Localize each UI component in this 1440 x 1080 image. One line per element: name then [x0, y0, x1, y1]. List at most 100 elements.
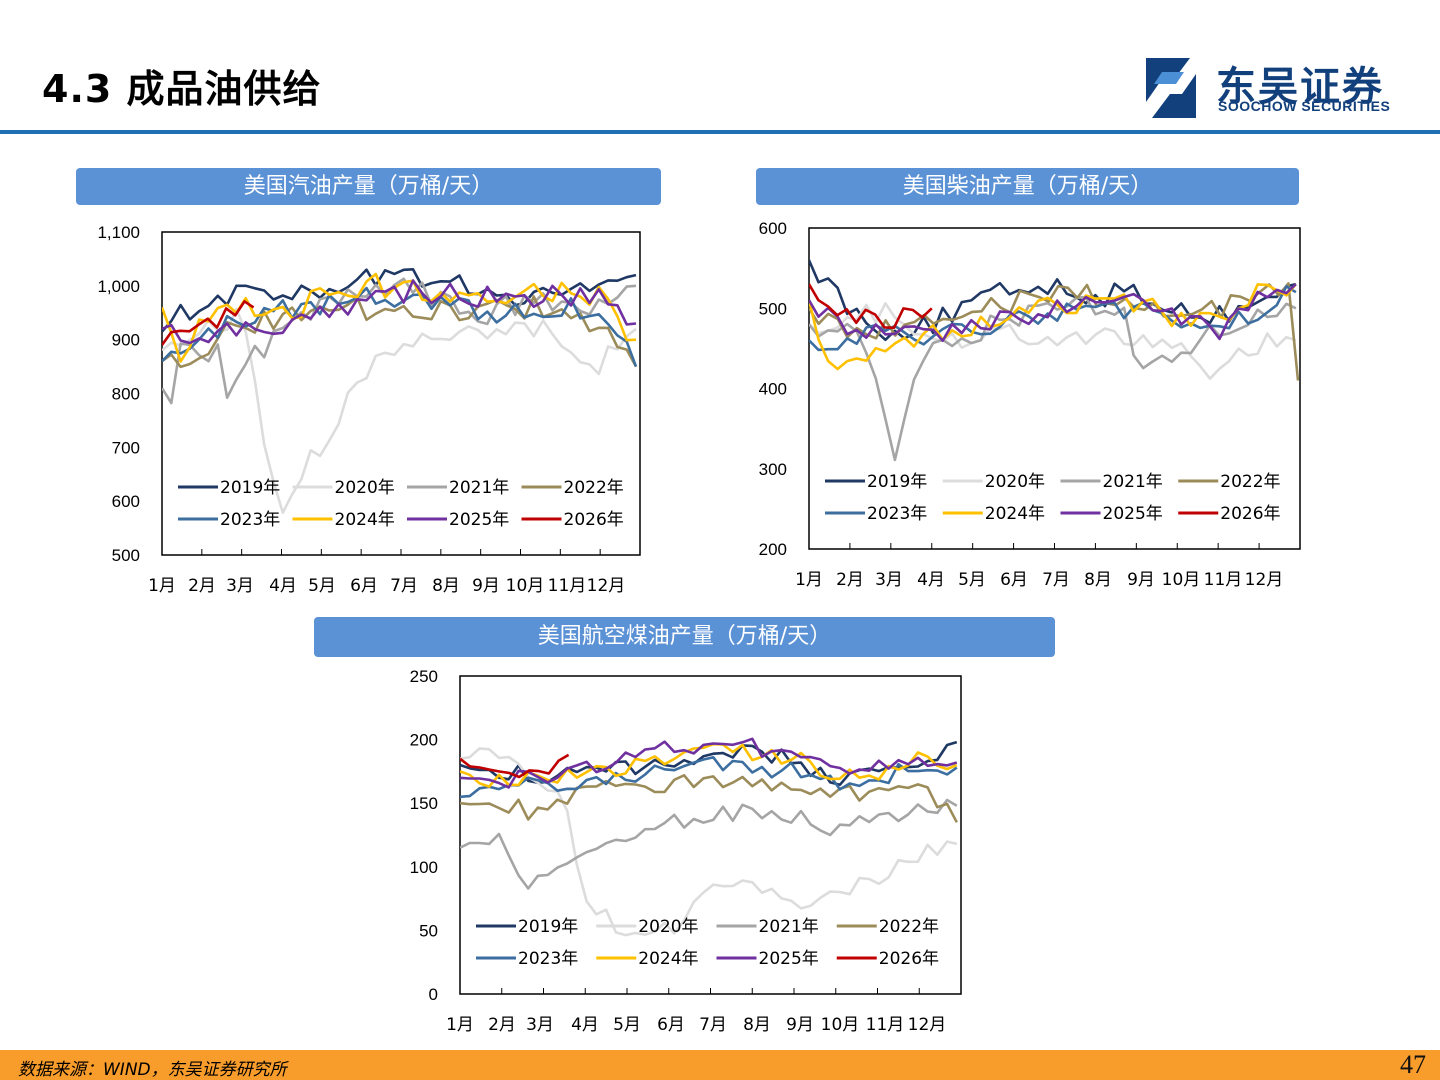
legend-label: 2023年 — [867, 504, 927, 524]
series-line-2025 — [162, 279, 637, 345]
x-tick-label: 1月 — [795, 570, 823, 590]
series-line-2020 — [162, 307, 637, 514]
header-divider — [0, 130, 1440, 134]
y-tick-label: 150 — [410, 794, 438, 813]
legend-label: 2026年 — [879, 949, 939, 969]
x-tick-label: 8月 — [743, 1015, 771, 1035]
x-tick-label: 10月 — [821, 1015, 860, 1035]
source-note: 数据来源：WIND，东吴证券研究所 — [18, 1060, 287, 1080]
gasoline-chart-header: 美国汽油产量（万桶/天） — [76, 168, 661, 205]
x-tick-label: 6月 — [1000, 570, 1028, 590]
series-line-2021 — [460, 798, 958, 890]
series-group — [162, 267, 638, 514]
y-tick-label: 100 — [410, 858, 438, 877]
legend-label: 2023年 — [518, 949, 578, 969]
legend-label: 2025年 — [1103, 504, 1163, 524]
page-number: 47 — [1400, 1050, 1426, 1079]
legend-label: 2023年 — [220, 510, 280, 530]
y-tick-label: 300 — [759, 460, 787, 479]
brand-logo: 东吴证券 SOOCHOW SECURITIES — [1132, 58, 1422, 118]
series-group — [809, 259, 1300, 462]
y-tick-label: 200 — [759, 540, 787, 559]
x-tick-label: 11月 — [1204, 570, 1243, 590]
page-title: 4.3 成品油供给 — [42, 67, 322, 111]
legend-label: 2019年 — [518, 917, 578, 937]
legend-label: 2024年 — [985, 504, 1045, 524]
gasoline-chart: 500 600 700 800 900 1,000 1,100 1月 2月 3月 4月 5月 6月 7月 8… — [97, 223, 641, 596]
series-line-2023 — [460, 756, 958, 799]
x-tick-label: 12月 — [587, 576, 626, 596]
legend-label: 2022年 — [564, 478, 624, 498]
plot-frame — [808, 227, 1301, 550]
series-line-2024 — [460, 742, 958, 788]
x-tick-label: 3月 — [526, 1015, 554, 1035]
soochow-logo-icon — [1146, 58, 1196, 118]
legend-label: 2025年 — [449, 510, 509, 530]
jet-chart-header: 美国航空煤油产量（万桶/天） — [314, 617, 1055, 657]
jet-chart: 0 50 100 150 200 250 1月 2月 3月 4月 5月 6月 7月 8月 9月 10月 11月 1… — [410, 667, 962, 1035]
x-tick-label: 9月 — [472, 576, 500, 596]
legend-label: 2019年 — [867, 472, 927, 492]
legend-label: 2019年 — [220, 478, 280, 498]
x-tick-label: 4月 — [269, 576, 297, 596]
x-tick-label: 11月 — [866, 1015, 905, 1035]
x-tick-label: 1月 — [148, 576, 176, 596]
legend-label: 2022年 — [879, 917, 939, 937]
x-tick-label: 1月 — [446, 1015, 474, 1035]
y-tick-label: 1,000 — [97, 277, 140, 296]
y-tick-label: 900 — [112, 331, 140, 350]
series-line-2020 — [809, 302, 1297, 380]
x-tick-label: 10月 — [1162, 570, 1201, 590]
x-tick-label: 4月 — [917, 570, 945, 590]
diesel-chart-header: 美国柴油产量（万桶/天） — [756, 168, 1299, 205]
x-tick-label: 2月 — [488, 1015, 516, 1035]
x-tick-label: 6月 — [350, 576, 378, 596]
plot-frame — [459, 675, 962, 995]
series-line-2026 — [809, 283, 933, 330]
y-tick-label: 400 — [759, 380, 787, 399]
series-line-2020 — [460, 747, 958, 937]
legend-label: 2026年 — [564, 510, 624, 530]
series-line-2026 — [460, 753, 570, 779]
y-tick-label: 600 — [112, 492, 140, 511]
y-tick-label: 500 — [759, 299, 787, 318]
x-tick-label: 5月 — [958, 570, 986, 590]
x-tick-label: 2月 — [188, 576, 216, 596]
x-tick-label: 10月 — [506, 576, 545, 596]
y-tick-label: 700 — [112, 438, 140, 457]
logo-name-cn: 东吴证券 — [1216, 64, 1384, 110]
series-line-2025 — [460, 737, 958, 789]
legend-label: 2026年 — [1220, 504, 1280, 524]
diesel-chart: 200 300 400 500 600 1月 2月 3月 4月 5月 6月 7月 8月 9月 10月 11月 1… — [759, 219, 1301, 590]
x-tick-label: 6月 — [657, 1015, 685, 1035]
legend-label: 2020年 — [638, 917, 698, 937]
series-line-2023 — [162, 286, 638, 368]
y-tick-label: 200 — [410, 731, 438, 750]
y-tick-label: 800 — [112, 385, 140, 404]
series-line-2021 — [162, 277, 637, 405]
x-tick-label: 12月 — [1245, 570, 1284, 590]
x-tick-label: 3月 — [226, 576, 254, 596]
x-tick-label: 7月 — [699, 1015, 727, 1035]
footer-bar: 数据来源：WIND，东吴证券研究所 47 — [0, 1050, 1440, 1080]
x-tick-label: 12月 — [908, 1015, 947, 1035]
x-tick-label: 9月 — [1127, 570, 1155, 590]
legend-label: 2025年 — [759, 949, 819, 969]
y-tick-label: 0 — [429, 985, 438, 1004]
legend-label: 2021年 — [759, 917, 819, 937]
legend-label: 2024年 — [335, 510, 395, 530]
y-tick-label: 250 — [410, 667, 438, 686]
x-tick-label: 2月 — [836, 570, 864, 590]
logo-name-en: SOOCHOW SECURITIES — [1218, 98, 1391, 114]
x-tick-label: 4月 — [571, 1015, 599, 1035]
x-tick-label: 3月 — [875, 570, 903, 590]
legend-label: 2021年 — [1103, 472, 1163, 492]
x-tick-label: 7月 — [390, 576, 418, 596]
legend-label: 2022年 — [1220, 472, 1280, 492]
x-tick-label: 7月 — [1042, 570, 1070, 590]
x-tick-label: 9月 — [786, 1015, 814, 1035]
y-tick-label: 600 — [759, 219, 787, 238]
legend-label: 2020年 — [335, 478, 395, 498]
x-tick-label: 11月 — [548, 576, 587, 596]
x-tick-label: 5月 — [613, 1015, 641, 1035]
